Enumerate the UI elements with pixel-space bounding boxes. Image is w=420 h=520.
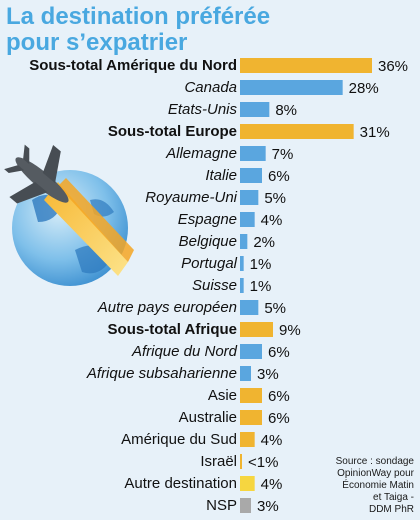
category-label: Autre destination xyxy=(124,475,237,492)
bar xyxy=(240,58,372,73)
bar xyxy=(240,300,259,315)
category-label: Portugal xyxy=(181,255,238,272)
category-label: Afrique du Nord xyxy=(131,343,238,360)
category-label: Asie xyxy=(208,387,237,404)
category-label: Suisse xyxy=(192,277,237,294)
bar xyxy=(240,366,251,381)
source-line-1: Source : sondage xyxy=(335,456,414,467)
bar xyxy=(240,102,270,117)
category-label: Espagne xyxy=(178,211,237,228)
bar xyxy=(240,454,242,469)
bar xyxy=(240,212,255,227)
bar xyxy=(240,234,248,249)
category-label: Canada xyxy=(184,79,237,96)
page-title: La destination préférée pour s’expatrier xyxy=(6,4,270,56)
value-label: 7% xyxy=(272,146,294,163)
category-label: Amérique du Sud xyxy=(121,431,237,448)
value-label: 31% xyxy=(360,124,390,141)
bar xyxy=(240,432,255,447)
value-label: 28% xyxy=(349,80,379,97)
source-line-5: DDM PhR xyxy=(368,504,414,515)
bar xyxy=(240,190,259,205)
value-label: 8% xyxy=(275,102,297,119)
source-line-3: Économie Matin xyxy=(342,480,414,491)
bar xyxy=(240,278,244,293)
category-label: Etats-Unis xyxy=(168,101,238,118)
value-label: 4% xyxy=(261,212,283,229)
category-label: Autre pays européen xyxy=(97,299,237,316)
bar xyxy=(240,80,343,95)
airplane-globe-icon xyxy=(4,144,134,286)
value-label: 3% xyxy=(257,498,279,515)
bar xyxy=(240,344,262,359)
category-label: Belgique xyxy=(179,233,237,250)
category-label: Afrique subsaharienne xyxy=(86,365,237,382)
value-label: 5% xyxy=(264,190,286,207)
bar xyxy=(240,256,244,271)
bar xyxy=(240,476,255,491)
value-label: 6% xyxy=(268,344,290,361)
bar xyxy=(240,168,262,183)
value-label: 2% xyxy=(253,234,275,251)
value-label: 36% xyxy=(378,58,408,75)
category-label: Allemagne xyxy=(165,145,237,162)
bar xyxy=(240,498,251,513)
category-label: Sous-total Afrique xyxy=(108,321,237,338)
category-label: Sous-total Europe xyxy=(108,123,237,140)
value-label: 6% xyxy=(268,388,290,405)
source-line-2: OpinionWay pour xyxy=(337,468,414,479)
bar xyxy=(240,410,262,425)
chart-rows: Sous-total Amérique du Nord 36% Canada 28% E… xyxy=(29,57,408,515)
category-label: Israël xyxy=(200,453,237,470)
bar xyxy=(240,388,262,403)
title-line-2: pour s’expatrier xyxy=(6,29,188,56)
category-label: NSP xyxy=(206,497,237,514)
title-line-1: La destination préférée xyxy=(6,3,271,30)
value-label: 6% xyxy=(268,410,290,427)
value-label: 4% xyxy=(261,432,283,449)
value-label: 4% xyxy=(261,476,283,493)
category-label: Italie xyxy=(205,167,237,184)
category-label: Sous-total Amérique du Nord xyxy=(29,57,237,74)
source-line-4: et Taiga - xyxy=(373,492,414,503)
category-label: Royaume-Uni xyxy=(145,189,237,206)
source-note: Source : sondage OpinionWay pour Économi… xyxy=(314,456,414,516)
value-label: 6% xyxy=(268,168,290,185)
value-label: 1% xyxy=(250,256,272,273)
bar xyxy=(240,124,354,139)
value-label: 3% xyxy=(257,366,279,383)
value-label: 9% xyxy=(279,322,301,339)
value-label: 1% xyxy=(250,278,272,295)
bar xyxy=(240,322,273,337)
value-label: 5% xyxy=(264,300,286,317)
bar xyxy=(240,146,266,161)
category-label: Australie xyxy=(179,409,237,426)
value-label: <1% xyxy=(248,454,278,471)
